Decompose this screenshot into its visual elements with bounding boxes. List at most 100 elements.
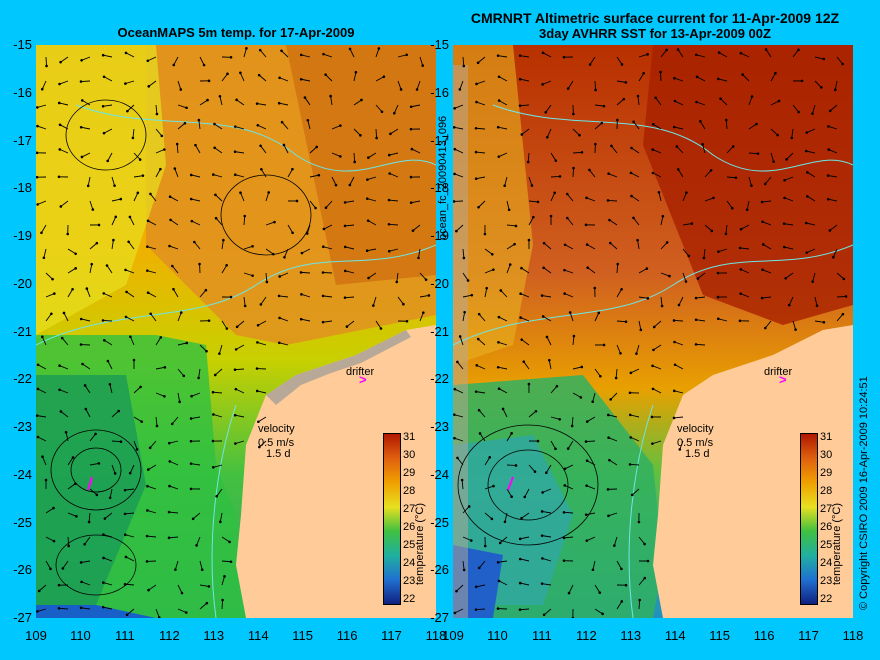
current-vector-head <box>175 142 179 146</box>
current-vector-head <box>189 439 193 443</box>
current-vector-head <box>541 557 544 560</box>
x-tick-label: 113 <box>203 628 225 643</box>
x-tick-label: 109 <box>25 628 47 643</box>
colorbar-tick-label: 24 <box>820 557 833 569</box>
left-contour-1 <box>36 244 436 346</box>
current-vector-head <box>60 336 64 340</box>
current-vector <box>762 200 772 203</box>
current-vector-head <box>147 588 150 592</box>
left-velocity-label: velocity <box>258 423 295 435</box>
current-vector-head <box>563 484 567 487</box>
current-vector <box>521 267 530 274</box>
current-vector-head <box>496 54 500 57</box>
current-vector <box>806 128 816 133</box>
current-vector <box>498 152 508 158</box>
colorbar-tick-label: 27 <box>820 503 833 515</box>
current-vector <box>235 388 245 394</box>
current-vector <box>454 414 464 418</box>
current-vector <box>170 219 179 226</box>
current-vector <box>477 56 486 64</box>
current-vector <box>718 78 728 82</box>
current-vector <box>419 56 424 66</box>
current-vector <box>155 149 165 154</box>
current-vector-head <box>563 292 566 295</box>
current-vector <box>572 167 574 178</box>
current-vector <box>770 72 776 82</box>
current-vector-head <box>233 173 237 177</box>
current-vector <box>287 168 293 178</box>
current-vector <box>81 152 91 158</box>
current-vector-head <box>734 176 738 180</box>
y-tick-label: -17 <box>430 132 449 148</box>
current-vector-head <box>36 151 39 155</box>
y-tick-label: -27 <box>430 610 449 625</box>
current-vector-head <box>806 171 809 174</box>
current-vector <box>748 123 757 130</box>
current-vector <box>258 74 267 82</box>
current-vector-head <box>523 495 527 499</box>
current-vector-head <box>783 178 786 182</box>
current-vector-head <box>533 470 537 474</box>
colorbar-tick-label: 28 <box>820 485 833 497</box>
current-vector <box>550 440 556 450</box>
current-vector-head <box>456 360 459 364</box>
current-vector <box>520 78 530 82</box>
y-tick-label: -25 <box>430 514 449 530</box>
current-vector <box>147 56 157 62</box>
current-vector-head <box>375 136 378 140</box>
current-vector-head <box>422 311 425 314</box>
current-vector-head <box>299 271 303 274</box>
current-vector <box>372 296 377 306</box>
current-vector-head <box>265 280 269 284</box>
current-vector-head <box>518 581 522 585</box>
current-vector <box>81 581 91 586</box>
current-vector <box>59 124 69 130</box>
current-vector-head <box>123 488 127 492</box>
current-vector <box>616 560 622 570</box>
current-vector-head <box>562 55 566 59</box>
current-vector <box>265 272 268 283</box>
current-vector <box>564 244 574 250</box>
current-vector <box>89 462 99 466</box>
current-vector <box>660 242 668 250</box>
current-vector <box>81 560 91 563</box>
current-vector-head <box>632 216 635 220</box>
left-panel-title: OceanMAPS 5m temp. for 17-Apr-2009 <box>117 25 355 40</box>
current-vector <box>42 456 47 466</box>
current-vector <box>633 121 640 130</box>
current-vector-head <box>343 201 347 204</box>
current-vector-head <box>229 55 233 59</box>
x-tick-label: 113 <box>620 628 642 643</box>
current-vector <box>550 192 556 202</box>
current-vector <box>763 244 772 250</box>
current-vector <box>306 224 311 234</box>
current-vector-head <box>546 135 549 139</box>
current-vector-head <box>280 120 284 124</box>
current-vector-head <box>205 601 209 605</box>
y-tick-label: -26 <box>13 562 32 578</box>
current-vector <box>279 342 289 346</box>
current-vector-head <box>315 145 318 149</box>
current-vector <box>459 80 464 90</box>
current-vector-head <box>578 133 581 137</box>
current-vector <box>748 152 759 155</box>
current-vector-head <box>474 585 478 589</box>
left-contour-3 <box>211 404 237 618</box>
current-vector <box>462 536 472 541</box>
current-vector-head <box>496 125 500 129</box>
current-vector-head <box>207 585 211 588</box>
current-vector-head <box>314 206 317 210</box>
current-vector <box>87 176 91 186</box>
current-vector-head <box>255 389 259 393</box>
current-vector <box>454 126 464 130</box>
current-vector-head <box>127 240 130 244</box>
x-tick-label: 109 <box>442 628 464 643</box>
current-vector <box>586 512 596 516</box>
current-vector-head <box>628 391 632 395</box>
current-vector <box>177 80 182 90</box>
current-vector-head <box>731 145 735 148</box>
current-vector-head <box>776 133 779 137</box>
current-vector-head <box>520 516 523 520</box>
current-vector <box>367 248 377 252</box>
current-vector <box>235 344 245 350</box>
